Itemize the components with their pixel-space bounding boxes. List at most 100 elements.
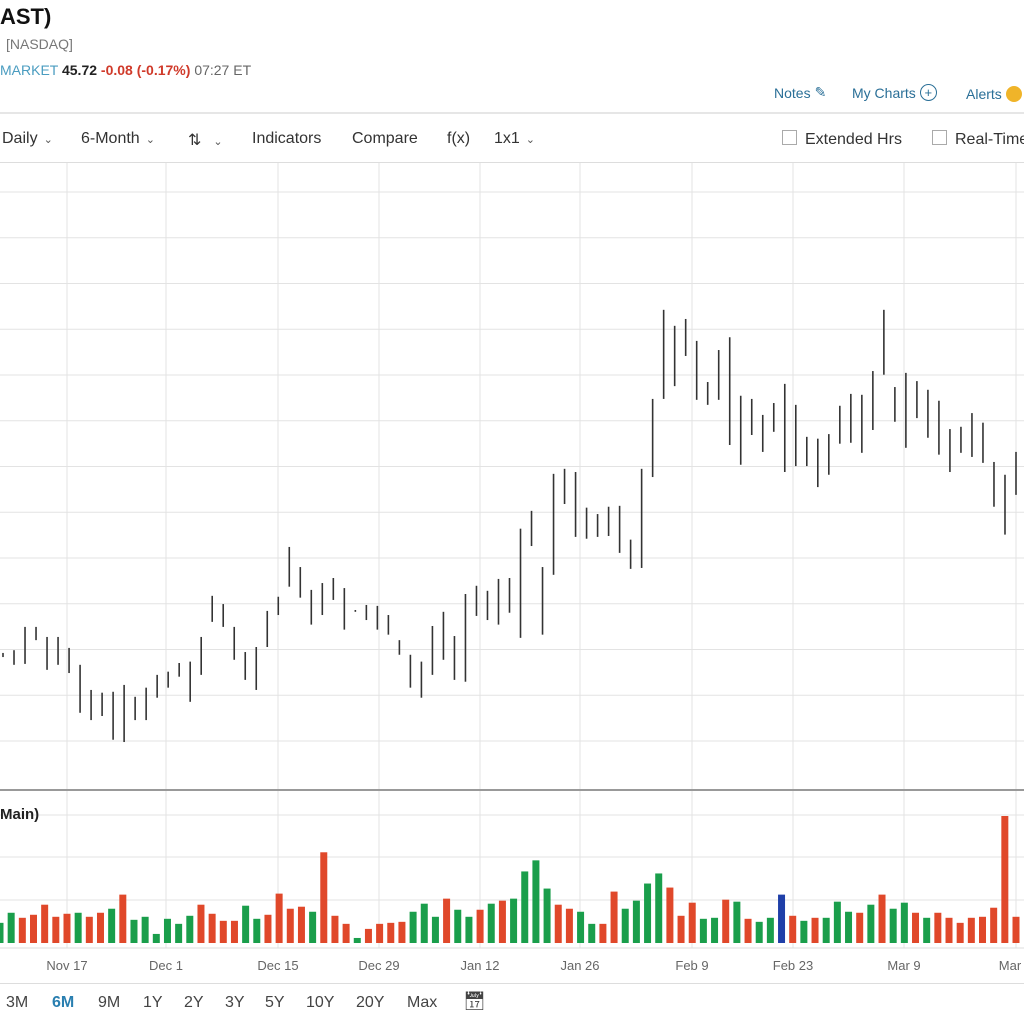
volume-bar	[510, 898, 518, 943]
volume-bar	[923, 917, 931, 943]
x-tick-label: Feb 23	[772, 958, 814, 973]
session-label: MARKET	[0, 62, 59, 78]
my-charts-label: My Charts	[852, 84, 916, 101]
chevron-down-icon: ⌄	[43, 134, 53, 146]
volume-bar	[521, 871, 529, 943]
volume-bar	[163, 918, 171, 943]
volume-bar	[956, 922, 964, 943]
volume-bar	[376, 923, 384, 943]
alerts-link[interactable]: Alerts	[966, 86, 1022, 102]
indicators-button[interactable]: Indicators	[252, 130, 322, 147]
real-time-checkbox[interactable]: Real-Time	[932, 130, 1024, 149]
volume-bar	[766, 917, 774, 943]
volume-bar	[543, 888, 551, 943]
volume-bar	[320, 852, 328, 943]
volume-bar	[230, 920, 238, 943]
extended-hrs-checkbox[interactable]: Extended Hrs	[782, 130, 902, 149]
range-3m-button[interactable]: 3M	[6, 994, 29, 1011]
volume-bar	[577, 911, 585, 943]
volume-bar	[733, 901, 741, 943]
volume-bar	[420, 903, 428, 943]
volume-bar	[364, 928, 372, 943]
range-5y-button[interactable]: 5Y	[265, 994, 285, 1011]
volume-bar	[130, 919, 138, 943]
x-tick-label: Dec 29	[358, 958, 400, 973]
volume-bar	[856, 912, 864, 943]
volume-bar	[141, 916, 149, 943]
volume-bar	[554, 904, 562, 943]
volume-bar	[800, 920, 808, 943]
exchange-label: [NASDAQ]	[6, 36, 73, 52]
notes-label: Notes	[774, 84, 811, 101]
volume-bar	[632, 900, 640, 943]
quote-time: 07:27 ET	[194, 62, 252, 78]
volume-bar	[96, 912, 104, 943]
volume-bar	[677, 915, 685, 943]
range-10y-button[interactable]: 10Y	[306, 994, 335, 1011]
volume-bar	[52, 916, 60, 943]
volume-bar	[878, 894, 886, 943]
volume-bar	[744, 918, 752, 943]
chevron-down-icon: ⌄	[145, 134, 155, 146]
volume-bar	[443, 898, 451, 943]
volume-pane-label: Main)	[0, 806, 40, 823]
layout-dropdown[interactable]: 1x1 ⌄	[494, 130, 535, 148]
volume-bar	[565, 908, 573, 943]
volume-bar	[264, 914, 272, 943]
last-price: 45.72	[61, 62, 98, 78]
range-max-button[interactable]: Max	[407, 994, 438, 1011]
page-title: AST)	[0, 4, 52, 29]
my-charts-link[interactable]: My Charts +	[852, 84, 937, 101]
notes-link[interactable]: Notes ✎	[774, 84, 826, 101]
price-change: -0.08	[100, 62, 133, 78]
compare-button[interactable]: Compare	[352, 130, 418, 147]
volume-bar	[967, 917, 975, 943]
volume-bar	[85, 916, 93, 943]
volume-bar	[979, 916, 987, 943]
volume-bar	[755, 921, 763, 943]
extended-hrs-label: Extended Hrs	[805, 131, 902, 148]
calendar-icon[interactable]: 📅︎	[463, 991, 486, 1011]
volume-bar	[945, 917, 953, 943]
interval-dropdown[interactable]: Daily ⌄	[2, 130, 53, 148]
volume-bar	[621, 908, 629, 943]
period-dropdown[interactable]: 6-Month ⌄	[81, 130, 155, 148]
x-tick-label: Jan 12	[460, 958, 500, 973]
volume-bar	[242, 905, 250, 943]
volume-bar	[532, 860, 540, 943]
range-6m-button[interactable]: 6M	[52, 994, 75, 1011]
header-divider	[0, 112, 1024, 114]
x-tick-label: Mar 9	[887, 958, 921, 973]
volume-bar	[63, 913, 71, 943]
volume-bar	[219, 920, 227, 943]
range-2y-button[interactable]: 2Y	[184, 994, 204, 1011]
price-volume-chart[interactable]	[0, 162, 1024, 952]
volume-bar	[1001, 816, 1009, 943]
volume-bar	[275, 893, 283, 943]
range-3y-button[interactable]: 3Y	[225, 994, 245, 1011]
volume-bar	[912, 912, 920, 943]
range-1y-button[interactable]: 1Y	[143, 994, 163, 1011]
volume-bar	[208, 913, 216, 943]
volume-bar	[934, 912, 942, 943]
x-tick-label: Dec 15	[257, 958, 299, 973]
volume-bar	[644, 883, 652, 943]
volume-bar	[688, 902, 696, 943]
volume-bar	[175, 923, 183, 943]
volume-bar	[465, 916, 473, 943]
volume-bar	[845, 911, 853, 943]
volume-bar	[29, 914, 37, 943]
volume-bar	[867, 904, 875, 943]
range-20y-button[interactable]: 20Y	[356, 994, 385, 1011]
volume-bar	[498, 900, 506, 943]
checkbox-icon	[782, 130, 797, 145]
price-change-pct: (-0.17%)	[136, 62, 191, 78]
volume-bar	[108, 908, 116, 943]
layout-label: 1x1	[494, 130, 520, 147]
volume-bar	[197, 904, 205, 943]
volume-bar	[119, 894, 127, 943]
chart-type-dropdown[interactable]: ⇅ ⌄	[188, 130, 223, 150]
range-9m-button[interactable]: 9M	[98, 994, 121, 1011]
x-tick-label: Nov 17	[46, 958, 88, 973]
fx-button[interactable]: f(x)	[447, 130, 471, 147]
